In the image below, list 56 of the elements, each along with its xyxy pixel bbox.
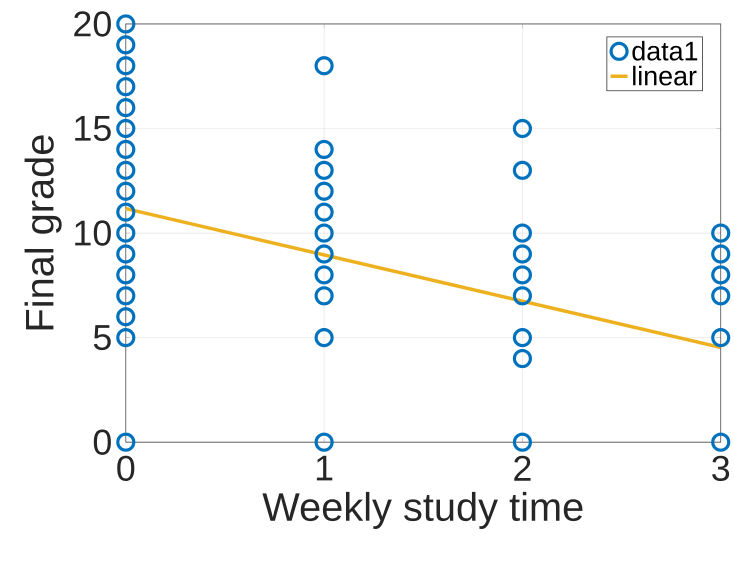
legend-label: data1 bbox=[632, 40, 698, 61]
point bbox=[314, 56, 334, 76]
point bbox=[711, 286, 730, 306]
y-tick-label: 15 bbox=[75, 116, 111, 141]
point bbox=[116, 35, 136, 54]
point bbox=[512, 160, 532, 180]
point bbox=[314, 244, 334, 264]
point bbox=[116, 140, 136, 160]
x-tick-label: 2 bbox=[514, 456, 531, 481]
point bbox=[116, 244, 136, 264]
point bbox=[116, 223, 136, 243]
point bbox=[512, 328, 532, 348]
point bbox=[314, 265, 334, 284]
point bbox=[512, 223, 532, 243]
point bbox=[116, 328, 136, 348]
point bbox=[512, 244, 532, 264]
y-tick-label: 0 bbox=[94, 430, 111, 455]
point bbox=[711, 328, 730, 348]
y-axis-title: Final grade bbox=[24, 135, 62, 330]
point bbox=[314, 160, 334, 180]
point bbox=[512, 348, 532, 368]
point bbox=[116, 14, 136, 34]
point bbox=[314, 286, 334, 306]
point bbox=[116, 286, 136, 306]
point bbox=[116, 202, 136, 222]
point bbox=[512, 286, 532, 306]
point bbox=[116, 56, 136, 76]
point bbox=[116, 160, 136, 180]
x-axis-title: Weekly study time bbox=[262, 492, 582, 529]
x-tick-label: 1 bbox=[316, 456, 332, 480]
y-tick-label: 5 bbox=[94, 325, 111, 350]
point bbox=[711, 223, 730, 243]
y-tick-label: 20 bbox=[74, 11, 111, 37]
point bbox=[512, 265, 532, 284]
point bbox=[314, 202, 334, 222]
point bbox=[314, 432, 334, 452]
y-tick-label: 10 bbox=[75, 220, 111, 246]
point bbox=[512, 118, 532, 138]
point bbox=[116, 77, 136, 96]
point bbox=[711, 244, 730, 264]
point bbox=[711, 265, 730, 284]
point bbox=[314, 182, 334, 201]
point bbox=[314, 223, 334, 243]
x-tick-label: 0 bbox=[117, 456, 134, 482]
point bbox=[116, 265, 136, 284]
legend-label: linear bbox=[633, 66, 697, 86]
point bbox=[116, 98, 136, 118]
x-tick-label: 3 bbox=[712, 456, 730, 482]
point bbox=[116, 118, 136, 138]
point bbox=[314, 140, 334, 160]
point bbox=[314, 328, 334, 348]
point bbox=[116, 307, 136, 326]
point bbox=[711, 432, 730, 452]
point bbox=[512, 432, 532, 452]
point bbox=[116, 432, 136, 452]
point bbox=[116, 182, 136, 201]
